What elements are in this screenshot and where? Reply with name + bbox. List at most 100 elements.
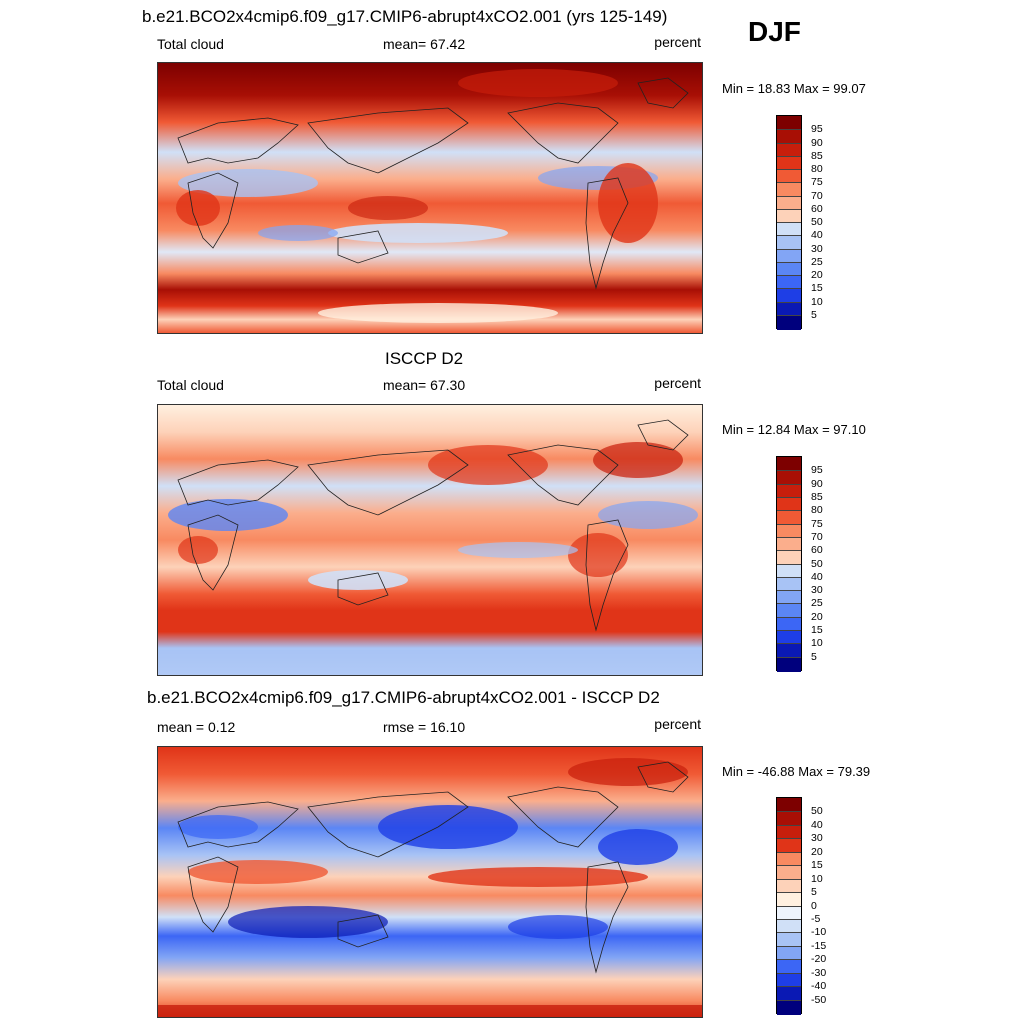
colorbar-2-box xyxy=(777,656,801,672)
colorbar-3-tick-label: 15 xyxy=(811,859,823,872)
panel-2-map xyxy=(157,404,703,676)
colorbar-3-tick-label: -10 xyxy=(811,926,827,939)
colorbar-1-box xyxy=(777,155,801,171)
colorbar-2-tick-label: 50 xyxy=(811,557,823,570)
colorbar-1-box xyxy=(777,248,801,264)
colorbar-1-box xyxy=(777,301,801,317)
colorbar-2-box xyxy=(777,576,801,592)
colorbar-2-box xyxy=(777,550,801,565)
colorbar-1-tick-label: 40 xyxy=(811,229,823,242)
colorbar-2-tick-label: 60 xyxy=(811,544,823,557)
colorbar-1-box xyxy=(777,208,801,224)
colorbar-3-tick-label: -50 xyxy=(811,993,827,1006)
panel-3-title: b.e21.BCO2x4cmip6.f09_g17.CMIP6-abrupt4x… xyxy=(147,688,660,707)
colorbar-3-box xyxy=(777,959,801,975)
colorbar-1-box xyxy=(777,314,801,330)
colorbar-1-tick-label: 90 xyxy=(811,136,823,149)
colorbar-2-box xyxy=(777,630,801,645)
colorbar-2-tick-label: 70 xyxy=(811,530,823,543)
season-label: DJF xyxy=(748,16,801,47)
colorbar-1-tick-label: 30 xyxy=(811,242,823,255)
colorbar-3-tick-label: 50 xyxy=(811,805,823,818)
colorbar-1-box xyxy=(777,222,801,237)
colorbar-3-box xyxy=(777,892,801,907)
colorbar-1-tick-label: 10 xyxy=(811,295,823,308)
panel-2-units-label: percent xyxy=(654,375,701,391)
colorbar-3-box xyxy=(777,945,801,961)
colorbar-2-tick-label: 85 xyxy=(811,490,823,503)
panel-2-minmax: Min = 12.84 Max = 97.10 xyxy=(722,422,866,437)
colorbar-1-box xyxy=(777,142,801,158)
panel-2-mean-label: mean= 67.30 xyxy=(383,377,466,393)
colorbar-2-tick-label: 30 xyxy=(811,584,823,597)
colorbar-3-box xyxy=(777,932,801,948)
panel-2-title: ISCCP D2 xyxy=(385,349,464,368)
colorbar-2-tick-label: 15 xyxy=(811,624,823,637)
panel-2-coastlines xyxy=(177,419,689,632)
panel-1-minmax: Min = 18.83 Max = 99.07 xyxy=(722,81,866,96)
colorbar-2-box xyxy=(777,510,801,526)
panel-1-variable-label: Total cloud xyxy=(157,36,224,52)
colorbar-2-tick-label: 90 xyxy=(811,477,823,490)
panel-1-mean-label: mean= 67.42 xyxy=(383,36,466,52)
colorbar-1-tick-label: 5 xyxy=(811,308,817,321)
colorbar-1-box xyxy=(777,116,801,130)
colorbar-1-tick-label: 20 xyxy=(811,269,823,281)
colorbar-2-box xyxy=(777,483,801,499)
panel-3-map xyxy=(157,746,703,1018)
colorbar-1-tick-label: 50 xyxy=(811,216,823,228)
colorbar-2-box xyxy=(777,470,801,486)
colorbar-3-box xyxy=(777,811,801,827)
colorbar-1-tick-label: 70 xyxy=(811,189,823,202)
colorbar-3-tick-label: -5 xyxy=(811,912,821,925)
colorbar-3-box xyxy=(777,824,801,840)
colorbar-2-box xyxy=(777,496,801,512)
colorbar-3-tick-label: -20 xyxy=(811,953,827,966)
colorbar-1-box xyxy=(777,129,801,144)
colorbar-3-box xyxy=(777,878,801,894)
panel-1-title: b.e21.BCO2x4cmip6.f09_g17.CMIP6-abrupt4x… xyxy=(142,7,668,26)
colorbar-2-box xyxy=(777,643,801,659)
colorbar-2-tick-label: 25 xyxy=(811,597,823,610)
colorbar-2-tick-label: 80 xyxy=(811,504,823,517)
colorbar-3-box xyxy=(777,972,801,988)
colorbar-1-box xyxy=(777,275,801,290)
colorbar-3-box xyxy=(777,986,801,1002)
panel-2-map-svg xyxy=(158,405,702,675)
panel-1-map-svg xyxy=(158,63,702,333)
panel-2-colorbar: 5 10 15 20 25 30 40 50 60 70 75 80 85 90 95 xyxy=(776,456,823,672)
colorbar-2-box xyxy=(777,523,801,539)
colorbar-3-tick-label: 20 xyxy=(811,845,823,858)
panel-3-rmse-label: rmse = 16.10 xyxy=(383,719,466,735)
panel-1-colorbar: 5 10 15 20 25 30 40 50 60 70 75 80 85 90 95 xyxy=(776,115,823,330)
colorbar-1-tick-label: 80 xyxy=(811,163,823,175)
colorbar-3-box xyxy=(777,999,801,1015)
colorbar-1-box xyxy=(777,169,801,184)
panel-3-coastlines xyxy=(177,761,689,974)
colorbar-1-box xyxy=(777,261,801,277)
colorbar-1-tick-label: 95 xyxy=(811,123,823,136)
colorbar-3-tick-label: 40 xyxy=(811,818,823,831)
panel-1-coastlines xyxy=(177,77,689,290)
colorbar-1-tick-label: 15 xyxy=(811,282,823,295)
colorbar-2-box xyxy=(777,590,801,605)
colorbar-2-tick-label: 40 xyxy=(811,570,823,583)
colorbar-2-box xyxy=(777,563,801,579)
colorbar-3-box xyxy=(777,838,801,854)
colorbar-3-box xyxy=(777,851,801,867)
colorbar-3-box xyxy=(777,918,801,934)
panel-3-colorbar: -50 -40 -30 -20 -15 -10 -5 0 5 10 15 20 30 40 50 xyxy=(776,797,826,1015)
colorbar-1-box xyxy=(777,195,801,211)
colorbar-1-box xyxy=(777,235,801,250)
panel-1-units-label: percent xyxy=(654,34,701,50)
panel-1-map xyxy=(157,62,703,334)
colorbar-1-box xyxy=(777,288,801,303)
colorbar-3-tick-label: -15 xyxy=(811,939,827,952)
colorbar-3-box xyxy=(777,798,801,812)
panel-3-units-label: percent xyxy=(654,716,701,732)
colorbar-2-tick-label: 20 xyxy=(811,610,823,623)
colorbar-3-tick-label: 0 xyxy=(811,899,817,912)
colorbar-2-box xyxy=(777,536,801,552)
colorbar-1-tick-label: 25 xyxy=(811,255,823,268)
panel-3-minmax: Min = -46.88 Max = 79.39 xyxy=(722,764,871,779)
